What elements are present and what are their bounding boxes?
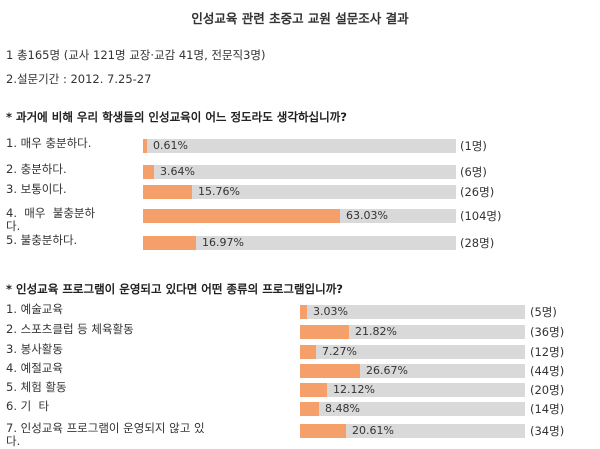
chart-row: 2. 스포츠클럽 등 체육활동 21.82% (36명) <box>0 323 600 341</box>
bar-value-label: 0.61% <box>153 139 188 152</box>
bar-track: 12.12% <box>300 383 525 397</box>
bar-count-label: (5명) <box>530 305 557 319</box>
bar-count-label: (26명) <box>460 185 495 199</box>
chart-row: 4. 예절교육 26.67% (44명) <box>0 362 600 380</box>
bar-category-label: 2. 충분하다. <box>6 162 67 176</box>
bar-count-label: (36명) <box>530 325 565 339</box>
survey-respondents: 1 총165명 (교사 121명 교장·교감 41명, 전문직3명) <box>6 48 266 62</box>
bar-track: 21.82% <box>300 325 525 339</box>
bar <box>300 402 319 416</box>
bar-count-label: (44명) <box>530 364 565 378</box>
chart-row: 5. 체험 활동 12.12% (20명) <box>0 381 600 399</box>
bar <box>143 165 154 179</box>
bar <box>300 345 316 359</box>
bar-track: 3.64% <box>143 165 456 179</box>
bar-category-label: 5. 체험 활동 <box>6 380 67 394</box>
bar-category-label: 5. 불충분하다. <box>6 233 78 247</box>
chart-row: 7. 인성교육 프로그램이 운영되지 않고 있 다. 20.61% (34명) <box>0 422 600 448</box>
bar-value-label: 8.48% <box>325 402 360 415</box>
bar-category-label: 3. 봉사활동 <box>6 342 63 356</box>
chart-row: 1. 매우 충분하다. 0.61% (1명) <box>0 137 600 155</box>
bar-track: 7.27% <box>300 345 525 359</box>
bar-category-label: 4. 예절교육 <box>6 361 63 375</box>
chart-row: 1. 예술교육 3.03% (5명) <box>0 303 600 321</box>
bar-count-label: (20명) <box>530 383 565 397</box>
bar <box>300 383 327 397</box>
bar-value-label: 12.12% <box>333 383 375 396</box>
bar-value-label: 20.61% <box>352 424 394 437</box>
bar-value-label: 3.64% <box>160 165 195 178</box>
bar-category-label: 6. 기 타 <box>6 399 50 413</box>
chart-row: 4. 매우 불충분하 다. 63.03% (104명) <box>0 207 600 233</box>
bar <box>143 139 147 153</box>
bar-category-label: 2. 스포츠클럽 등 체육활동 <box>6 322 134 336</box>
bar-count-label: (14명) <box>530 402 565 416</box>
bar-count-label: (104명) <box>460 209 502 223</box>
bar-value-label: 7.27% <box>322 345 357 358</box>
bar <box>300 424 346 438</box>
survey-period: 2.설문기간 : 2012. 7.25-27 <box>6 72 152 86</box>
bar-value-label: 3.03% <box>313 305 348 318</box>
chart-row: 6. 기 타 8.48% (14명) <box>0 400 600 418</box>
bar <box>300 364 360 378</box>
bar-track: 8.48% <box>300 402 525 416</box>
bar-category-label: 7. 인성교육 프로그램이 운영되지 않고 있 다. <box>6 421 205 448</box>
bar-value-label: 15.76% <box>198 185 240 198</box>
chart-row: 3. 보통이다. 15.76% (26명) <box>0 183 600 201</box>
bar-value-label: 21.82% <box>355 325 397 338</box>
bar-category-label: 3. 보통이다. <box>6 182 67 196</box>
bar-category-label: 1. 예술교육 <box>6 302 63 316</box>
bar-count-label: (34명) <box>530 424 565 438</box>
chart-row: 3. 봉사활동 7.27% (12명) <box>0 343 600 361</box>
bar-track: 15.76% <box>143 185 456 199</box>
question-1-title: * 과거에 비해 우리 학생들의 인성교육이 어느 정도라도 생각하십니까? <box>6 110 347 124</box>
bar-track: 16.97% <box>143 236 456 250</box>
bar-track: 63.03% <box>143 209 456 223</box>
bar-count-label: (6명) <box>460 165 487 179</box>
bar-category-label: 1. 매우 충분하다. <box>6 136 92 150</box>
bar-value-label: 16.97% <box>202 236 244 249</box>
bar-track: 20.61% <box>300 424 525 438</box>
bar-track: 3.03% <box>300 305 525 319</box>
bar <box>300 305 307 319</box>
bar-track: 0.61% <box>143 139 456 153</box>
bar <box>300 325 349 339</box>
bar <box>143 236 196 250</box>
bar-count-label: (12명) <box>530 345 565 359</box>
bar-count-label: (1명) <box>460 139 487 153</box>
bar <box>143 209 340 223</box>
bar-category-label: 4. 매우 불충분하 다. <box>6 206 96 233</box>
question-2-title: * 인성교육 프로그램이 운영되고 있다면 어떤 종류의 프로그램입니까? <box>6 282 343 296</box>
bar-value-label: 26.67% <box>366 364 408 377</box>
chart-row: 5. 불충분하다. 16.97% (28명) <box>0 234 600 252</box>
bar-count-label: (28명) <box>460 236 495 250</box>
bar <box>143 185 192 199</box>
page-title: 인성교육 관련 초중고 교원 설문조사 결과 <box>191 11 409 26</box>
bar-value-label: 63.03% <box>346 209 388 222</box>
bar-track: 26.67% <box>300 364 525 378</box>
chart-row: 2. 충분하다. 3.64% (6명) <box>0 163 600 181</box>
